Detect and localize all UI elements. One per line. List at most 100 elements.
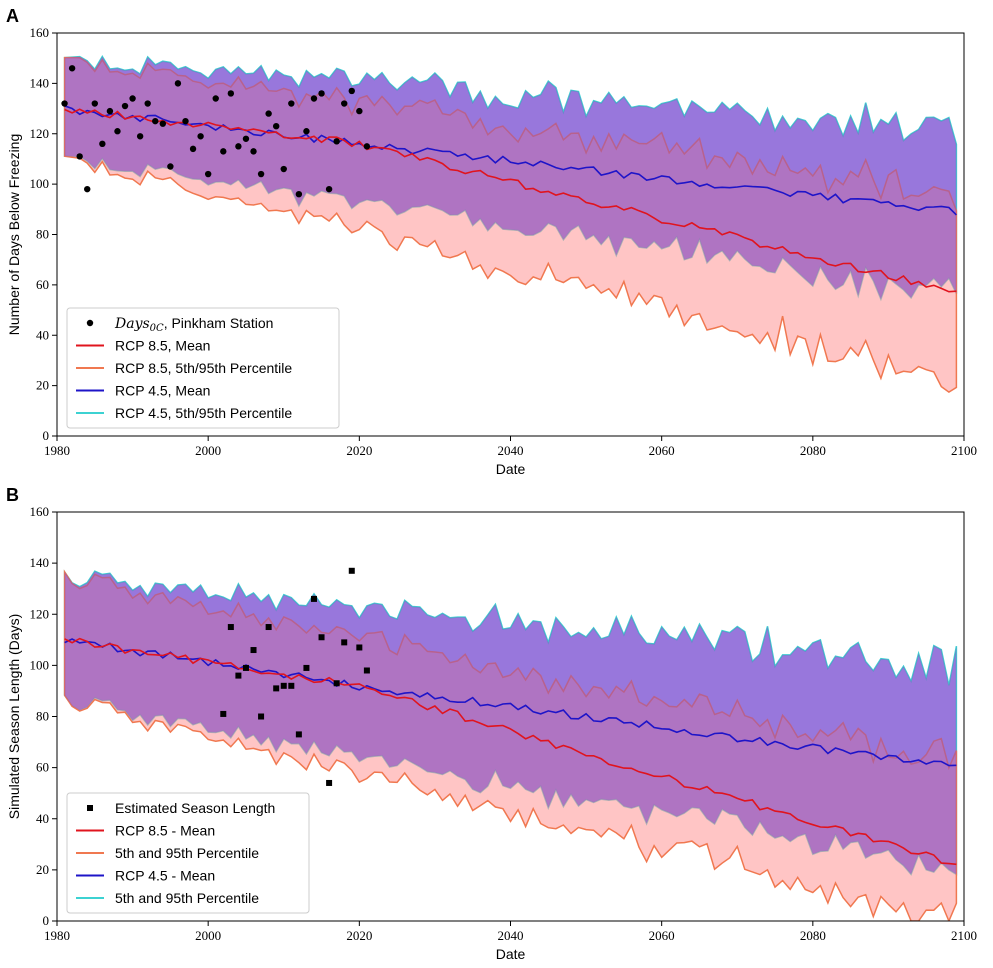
a-obs-point <box>76 153 83 160</box>
b-obs-point <box>303 664 310 671</box>
a-obs-point <box>356 107 363 115</box>
a-ytick-label: 60 <box>36 277 49 292</box>
b-ylabel: Simulated Season Length (Days) <box>6 614 22 819</box>
a-legend-label: RCP 8.5, Mean <box>115 338 210 354</box>
a-obs-point <box>197 133 204 140</box>
b-obs-point <box>235 672 242 679</box>
a-obs-point <box>220 148 227 155</box>
a-obs-point <box>242 135 250 142</box>
panel-b-plot: 1980 2000 2020 2040 2060 2080 2100020406080100… <box>6 504 977 962</box>
b-legend-label: Estimated Season Length <box>115 800 275 816</box>
b-obs-point <box>227 624 234 631</box>
a-obs-point <box>250 148 257 155</box>
b-ytick-label: 160 <box>30 504 50 519</box>
b-obs-point <box>341 639 348 646</box>
a-xtick-label: 2040 <box>498 443 524 458</box>
a-legend-label: RCP 4.5, 5th/95th Percentile <box>115 405 292 421</box>
a-obs-point <box>68 65 76 72</box>
b-obs-point <box>363 667 370 674</box>
b-plot-area <box>63 567 958 921</box>
b-legend-box <box>66 792 310 914</box>
a-legend-label: Days0C, Pinkham Station <box>114 315 273 334</box>
b-xtick-label: 2100 <box>951 928 977 943</box>
b-ytick-label: 40 <box>36 811 49 826</box>
a-xtick-label: 2100 <box>951 443 977 458</box>
b-ytick-label: 80 <box>36 709 49 724</box>
b-obs-point <box>310 595 317 602</box>
a-obs-point <box>227 90 235 97</box>
a-ytick-label: 80 <box>36 227 49 242</box>
a-ytick-label: 160 <box>30 25 50 40</box>
panel-a-plot: 1980 2000 2020 2040 2060 2080 2100020406080100… <box>6 25 977 477</box>
b-xlabel: Date <box>496 946 526 962</box>
a-rcp85-mean-line <box>64 108 957 293</box>
b-xtick-label: 1980 <box>44 928 70 943</box>
b-obs-point <box>280 682 287 689</box>
b-obs-point <box>288 682 295 689</box>
a-obs-point <box>341 100 348 107</box>
panel-b: B 1980 2000 2020 2040 2060 2080 21000204060801… <box>6 485 977 962</box>
a-obs-point <box>318 90 325 97</box>
b-rcp85-mean-line <box>64 637 957 866</box>
b-ytick-label: 100 <box>30 657 50 672</box>
a-legend-label: RCP 8.5, 5th/95th Percentile <box>115 360 292 376</box>
b-obs-point <box>265 624 272 631</box>
a-obs-point <box>121 102 129 110</box>
b-xtick-label: 2020 <box>346 928 372 943</box>
b-xtick-label: 2060 <box>649 928 675 943</box>
panel-a: A 1980 2000 2020 2040 2060 2080 21000204060801… <box>6 6 977 477</box>
a-obs-point <box>257 170 265 178</box>
b-obs-point <box>348 567 355 574</box>
a-ytick-label: 140 <box>30 75 50 90</box>
a-legend-label: RCP 4.5, Mean <box>115 383 210 399</box>
a-obs-point <box>363 143 371 150</box>
a-obs-point <box>152 117 159 125</box>
a-obs-point <box>159 120 167 127</box>
b-ytick-label: 60 <box>36 760 49 775</box>
panel-b-letter: B <box>6 485 19 505</box>
b-obs-point <box>356 644 363 651</box>
a-xtick-label: 2080 <box>800 443 826 458</box>
b-ytick-label: 0 <box>43 913 50 928</box>
a-obs-point <box>106 107 114 115</box>
b-obs-point <box>295 731 302 738</box>
a-overlap-tint <box>64 56 957 300</box>
b-xtick-label: 2080 <box>800 928 826 943</box>
b-obs-point <box>333 680 340 687</box>
b-overlap-tint <box>64 571 957 875</box>
a-obs-point <box>61 100 68 107</box>
a-ytick-label: 0 <box>43 428 50 443</box>
a-obs-point <box>204 170 212 178</box>
a-obs-point <box>265 110 272 117</box>
a-plot-area <box>61 55 958 394</box>
a-obs-point <box>348 87 355 95</box>
a-obs-point <box>99 140 106 148</box>
a-obs-point <box>303 128 310 135</box>
b-obs-point <box>318 634 325 641</box>
a-legend-box <box>66 307 340 429</box>
a-obs-point <box>272 122 280 130</box>
a-xtick-label: 2020 <box>346 443 372 458</box>
a-obs-point <box>144 100 151 107</box>
a-obs-point <box>310 95 318 102</box>
b-legend-label: RCP 4.5 - Mean <box>115 868 215 884</box>
a-obs-point <box>288 100 295 107</box>
b-obs-point <box>242 664 249 671</box>
a-ylabel: Number of Days Below Freezing <box>6 134 22 336</box>
a-obs-point <box>91 100 98 107</box>
a-obs-point <box>212 95 219 102</box>
a-obs-point <box>129 95 136 102</box>
a-obs-point <box>167 163 174 170</box>
b-legend-swatch <box>87 805 93 811</box>
a-obs-point <box>333 138 340 145</box>
b-xtick-label: 2000 <box>195 928 221 943</box>
a-obs-point <box>114 128 121 135</box>
b-obs-point <box>273 685 280 692</box>
b-obs-point <box>326 779 333 786</box>
a-obs-point <box>182 117 189 125</box>
b-legend-label: RCP 8.5 - Mean <box>115 823 215 839</box>
b-xtick-label: 2040 <box>498 928 524 943</box>
a-obs-point <box>235 143 242 150</box>
a-xtick-label: 1980 <box>44 443 70 458</box>
